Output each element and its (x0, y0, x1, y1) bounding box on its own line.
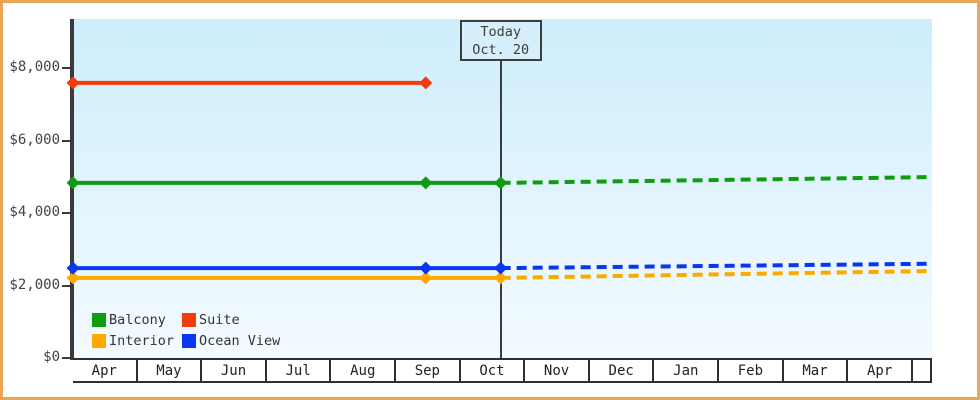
legend-label: Balcony (109, 312, 166, 328)
plot-area (73, 19, 932, 358)
y-axis-tick-mark (62, 212, 71, 214)
legend-color-swatch (182, 334, 196, 348)
y-axis-tick-label: $6,000 (9, 131, 60, 148)
x-axis-month-cell: Jan (654, 360, 720, 381)
today-label: Today (480, 24, 521, 40)
x-axis-month-cell: Feb (719, 360, 784, 381)
x-axis-month-cell: Aug (331, 360, 397, 381)
x-axis-month-cell: Nov (525, 360, 590, 381)
x-axis-month-cell: Oct (461, 360, 526, 381)
legend-item-suite: Suite (182, 312, 280, 328)
x-axis-month-cell: Apr (848, 360, 913, 381)
legend-item-balcony: Balcony (92, 312, 182, 328)
y-axis-line (70, 19, 74, 360)
legend-item-ocean-view: Ocean View (182, 333, 280, 349)
x-axis-month-cell: Dec (590, 360, 655, 381)
x-axis-month-band: Apr May Jun Jul Aug Sep Oct Nov Dec Jan Feb Mar Apr (73, 358, 932, 383)
legend: Balcony Suite Interior Ocean View (92, 312, 280, 349)
today-vertical-line (499, 59, 502, 358)
y-axis-tick-label: $4,000 (9, 204, 60, 220)
y-axis-tick-label: $0 (43, 349, 60, 365)
x-axis-month-cell: Jul (267, 360, 332, 381)
today-date: Oct. 20 (472, 42, 530, 58)
x-axis-month-cell: May (138, 360, 203, 381)
y-axis-tick-mark (62, 67, 71, 69)
x-axis-month-cell: Mar (784, 360, 849, 381)
y-axis-tick-label: $2,000 (9, 276, 60, 293)
y-axis-tick-mark (62, 284, 71, 287)
legend-item-interior: Interior (92, 333, 182, 349)
y-axis-tick-mark (62, 139, 71, 142)
legend-label: Interior (109, 333, 175, 349)
legend-color-swatch (92, 334, 106, 348)
today-annotation-box: Today Oct. 20 (459, 20, 542, 61)
x-axis-month-cell: Sep (396, 360, 461, 381)
legend-color-swatch (182, 313, 196, 327)
x-axis-month-cell-partial (913, 360, 930, 381)
x-axis-month-cell: Jun (202, 360, 267, 381)
legend-color-swatch (92, 313, 106, 327)
x-axis-month-cell: Apr (73, 360, 138, 381)
y-axis-tick-mark (62, 357, 71, 359)
y-axis-tick-label: $8,000 (9, 59, 60, 75)
legend-label: Ocean View (199, 333, 281, 349)
legend-label: Suite (199, 312, 240, 328)
